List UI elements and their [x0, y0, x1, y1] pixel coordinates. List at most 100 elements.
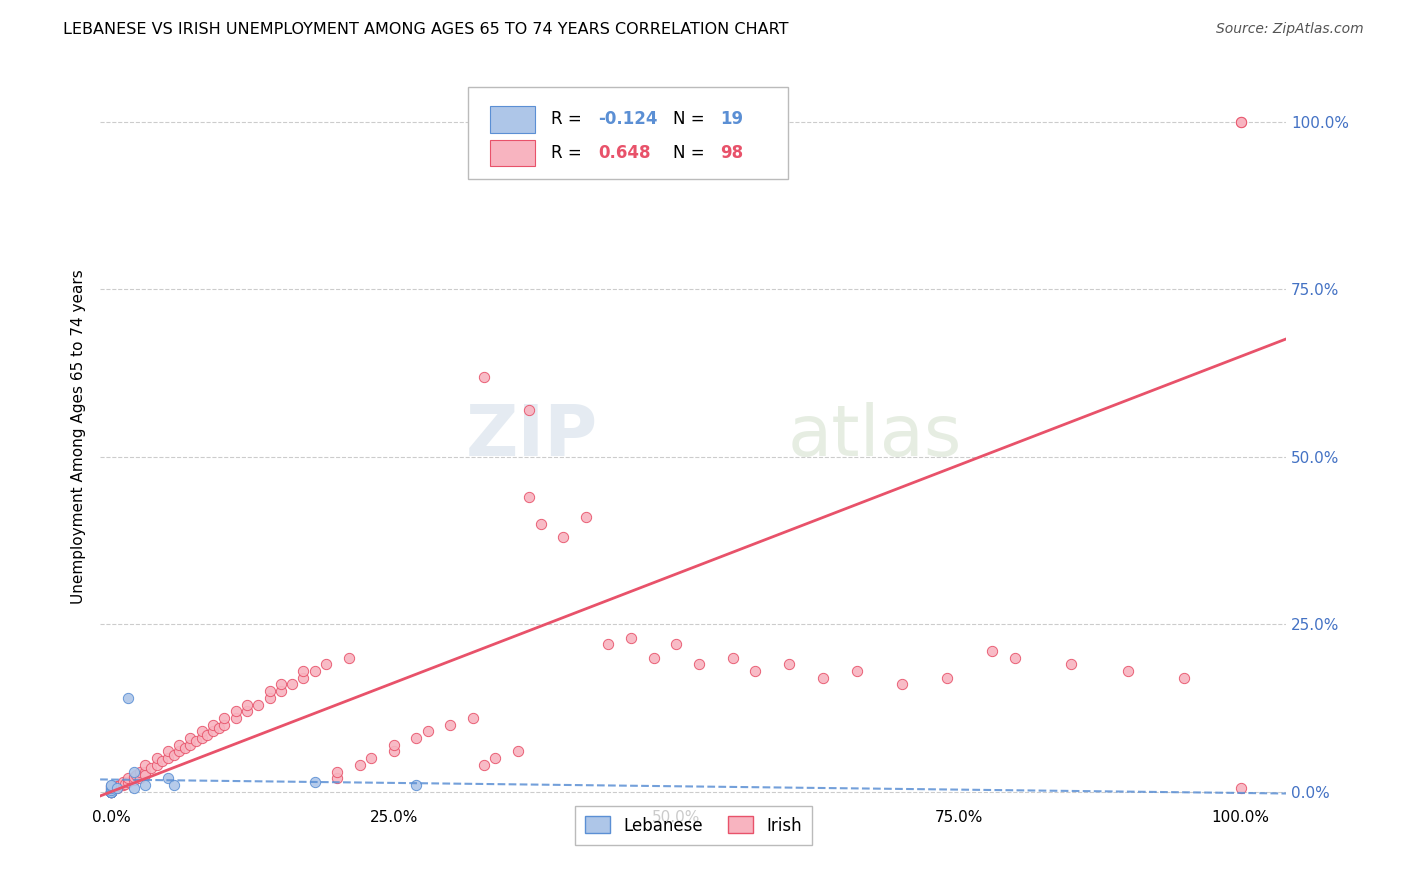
Point — [105, 781, 128, 796]
Point — [100, 781, 122, 796]
Point — [150, 755, 173, 769]
Point — [598, 637, 620, 651]
Point — [744, 664, 766, 678]
Point — [100, 784, 122, 798]
FancyBboxPatch shape — [491, 140, 536, 167]
Point — [1173, 671, 1195, 685]
Point — [472, 757, 495, 772]
Point — [811, 671, 834, 685]
Point — [270, 677, 292, 691]
Point — [529, 516, 551, 531]
Point — [122, 781, 145, 796]
Point — [100, 784, 122, 798]
Text: ZIP: ZIP — [465, 402, 598, 471]
Point — [167, 738, 190, 752]
Point — [162, 747, 184, 762]
Point — [1229, 781, 1251, 796]
Point — [1004, 650, 1026, 665]
Point — [100, 782, 122, 797]
Point — [484, 751, 506, 765]
Point — [304, 774, 326, 789]
Point — [184, 734, 207, 748]
Point — [117, 771, 139, 785]
Point — [100, 779, 122, 793]
Text: LEBANESE VS IRISH UNEMPLOYMENT AMONG AGES 65 TO 74 YEARS CORRELATION CHART: LEBANESE VS IRISH UNEMPLOYMENT AMONG AGE… — [63, 22, 789, 37]
Point — [100, 784, 122, 798]
Point — [202, 717, 225, 731]
Point — [100, 779, 122, 793]
Point — [100, 784, 122, 798]
Point — [472, 369, 495, 384]
Point — [304, 664, 326, 678]
Point — [461, 711, 484, 725]
Point — [100, 784, 122, 798]
Point — [778, 657, 800, 672]
FancyBboxPatch shape — [468, 87, 787, 179]
Point — [360, 751, 382, 765]
Point — [105, 779, 128, 793]
Point — [100, 778, 122, 792]
Text: 19: 19 — [720, 111, 744, 128]
Point — [167, 744, 190, 758]
Point — [128, 764, 150, 779]
Point — [1229, 115, 1251, 129]
Point — [665, 637, 688, 651]
Point — [100, 781, 122, 796]
Point — [405, 778, 427, 792]
Point — [315, 657, 337, 672]
Point — [506, 744, 529, 758]
Point — [517, 490, 540, 504]
Point — [122, 772, 145, 787]
Point — [134, 778, 156, 792]
Point — [139, 761, 162, 775]
Point — [225, 711, 247, 725]
Point — [100, 784, 122, 798]
Point — [405, 731, 427, 745]
Point — [553, 530, 575, 544]
Point — [111, 774, 134, 789]
Point — [643, 650, 665, 665]
Point — [575, 510, 598, 524]
Point — [326, 771, 349, 785]
Point — [134, 768, 156, 782]
Point — [173, 741, 195, 756]
Point — [191, 724, 214, 739]
Point — [214, 711, 236, 725]
Point — [721, 650, 744, 665]
Point — [292, 664, 315, 678]
Point — [202, 724, 225, 739]
Y-axis label: Unemployment Among Ages 65 to 74 years: Unemployment Among Ages 65 to 74 years — [72, 269, 86, 604]
Point — [114, 776, 136, 790]
Point — [439, 717, 461, 731]
Point — [236, 698, 259, 712]
Point — [145, 757, 167, 772]
Point — [936, 671, 959, 685]
Point — [122, 770, 145, 784]
Point — [270, 684, 292, 698]
Point — [517, 403, 540, 417]
Point — [292, 671, 315, 685]
FancyBboxPatch shape — [491, 106, 536, 133]
Point — [110, 778, 132, 792]
Point — [259, 690, 281, 705]
Text: R =: R = — [551, 111, 586, 128]
Point — [620, 631, 643, 645]
Point — [281, 677, 304, 691]
Point — [105, 781, 128, 796]
Text: R =: R = — [551, 145, 586, 162]
Point — [117, 774, 139, 789]
Point — [326, 764, 349, 779]
Point — [162, 778, 184, 792]
Point — [416, 724, 439, 739]
Point — [1060, 657, 1083, 672]
Text: 0.648: 0.648 — [598, 145, 651, 162]
Point — [156, 751, 179, 765]
Point — [845, 664, 868, 678]
Point — [179, 731, 201, 745]
Text: atlas: atlas — [787, 402, 962, 471]
Point — [179, 738, 201, 752]
Legend: Lebanese, Irish: Lebanese, Irish — [575, 806, 811, 845]
Point — [382, 744, 405, 758]
Point — [100, 784, 122, 798]
Point — [1229, 115, 1251, 129]
